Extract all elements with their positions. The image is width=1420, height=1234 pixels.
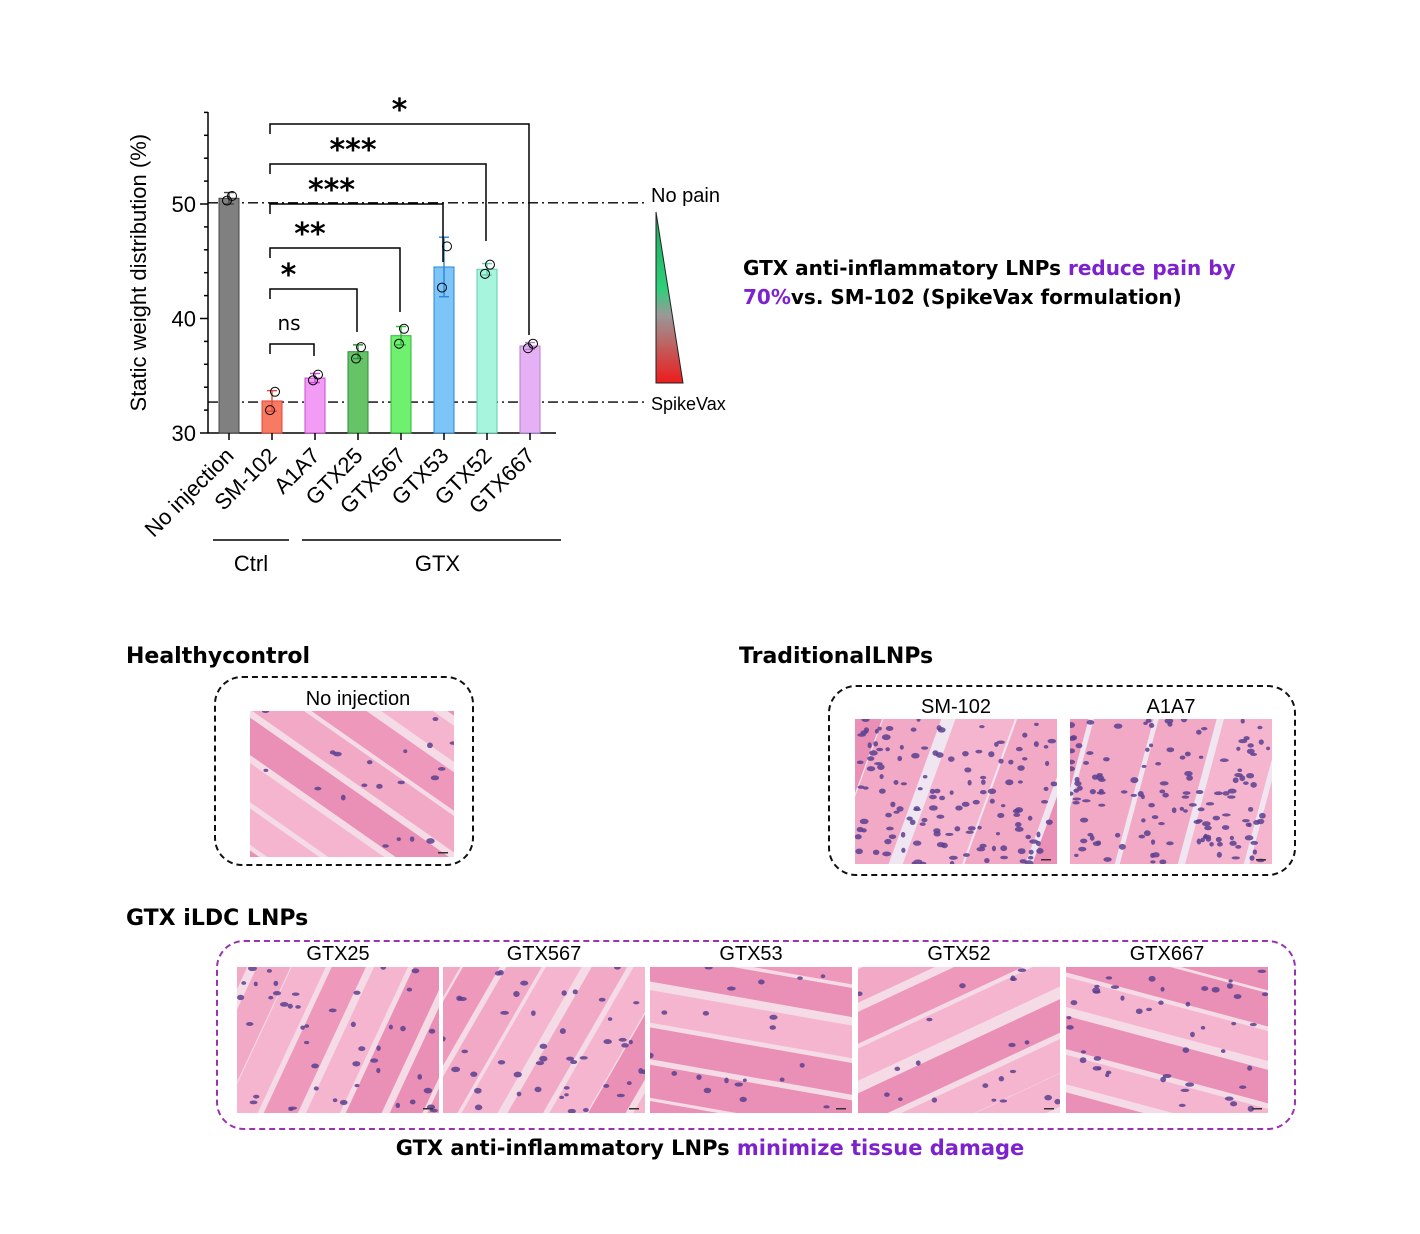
- histology-texture: [855, 719, 1057, 864]
- data-point: [437, 282, 447, 293]
- bar: [519, 345, 541, 434]
- y-axis-label: Static weight distribution (%): [126, 134, 151, 412]
- y-tick-label: 40: [172, 307, 196, 332]
- healthy-title: Healthycontrol: [126, 644, 311, 669]
- tissue-footer: GTX anti-inflammatory LNPs minimize tiss…: [0, 1136, 1420, 1160]
- histology-texture: [250, 711, 454, 857]
- y-tick-label: 30: [172, 421, 196, 446]
- histology-image-a1a7: [1070, 719, 1272, 864]
- healthy-panel: [214, 676, 474, 866]
- reference-line-label: SpikeVax: [651, 394, 726, 414]
- traditional-panel: [828, 685, 1296, 876]
- pain-gradient-triangle: [655, 211, 684, 384]
- significance-label: ns: [277, 311, 300, 335]
- data-point: [528, 338, 538, 349]
- histology-texture: [858, 967, 1060, 1113]
- histology-image-sm-102: [855, 719, 1057, 864]
- data-point: [270, 386, 280, 397]
- bar: [218, 197, 240, 434]
- gtx-title: GTX iLDC LNPs: [126, 906, 309, 931]
- headline-plain: GTX anti-inflammatory LNPs: [743, 256, 1068, 280]
- tile-label: GTX567: [506, 943, 582, 965]
- bar-chart: 30 40 50 Static weight distribution (%) No p…: [126, 93, 726, 576]
- histology-texture: [1070, 719, 1272, 864]
- headline-percent: 70%: [743, 285, 791, 309]
- traditional-title: TraditionalLNPs: [739, 644, 934, 669]
- tile-label: GTX25: [306, 943, 370, 965]
- bar: [476, 268, 498, 434]
- bar: [347, 351, 369, 434]
- y-tick-label: 50: [172, 192, 196, 217]
- gtx-panel: [216, 940, 1296, 1130]
- headline-accent: reduce pain by: [1067, 256, 1236, 280]
- data-point: [394, 338, 404, 349]
- data-point: [265, 405, 275, 416]
- histology-image-gtx53: [650, 967, 852, 1113]
- tile-label: GTX667: [1129, 943, 1205, 965]
- histology-image-gtx52: [858, 967, 1060, 1113]
- tile-label: A1A7: [1146, 696, 1196, 718]
- significance-bracket: [269, 288, 358, 332]
- group-label: GTX: [415, 551, 461, 576]
- significance-label: *: [281, 258, 297, 293]
- significance-bracket: [269, 203, 444, 262]
- histology-texture: [443, 967, 645, 1113]
- significance-bracket: [269, 247, 401, 312]
- data-point: [308, 375, 318, 386]
- histology-texture: [237, 967, 439, 1113]
- significance-bracket: [269, 123, 530, 335]
- pain-headline: GTX anti-inflammatory LNPs reduce pain b…: [743, 254, 1303, 312]
- tile-label: GTX52: [927, 943, 991, 965]
- significance-bracket: [269, 343, 315, 356]
- data-point: [313, 369, 323, 380]
- histology-image-gtx567: [443, 967, 645, 1113]
- footer-accent: minimize tissue damage: [736, 1136, 1025, 1160]
- footer-plain: GTX anti-inflammatory LNPs: [395, 1136, 737, 1160]
- data-point: [227, 190, 237, 201]
- histology-image-no-injection: [250, 711, 454, 857]
- data-point: [480, 268, 490, 279]
- data-point: [351, 353, 361, 364]
- group-label: Ctrl: [234, 551, 268, 576]
- histology-image-gtx25: [237, 967, 439, 1113]
- significance-label: ***: [308, 173, 355, 208]
- histology-texture: [650, 967, 852, 1113]
- reference-line-label: No pain: [651, 185, 720, 207]
- bar: [304, 377, 326, 434]
- tile-label: GTX53: [719, 943, 783, 965]
- significance-label: **: [294, 217, 326, 252]
- histology-image-gtx667: [1066, 967, 1268, 1113]
- significance-bracket: [269, 163, 487, 241]
- data-point: [356, 342, 366, 353]
- bar: [390, 335, 412, 434]
- histology-texture: [1066, 967, 1268, 1113]
- data-point: [399, 323, 409, 334]
- data-point: [485, 259, 495, 270]
- significance-label: ***: [329, 133, 376, 168]
- tile-label: SM-102: [920, 696, 992, 718]
- tile-label: No injection: [305, 688, 411, 710]
- headline-plain-2: vs. SM-102 (SpikeVax formulation): [790, 285, 1182, 309]
- significance-label: *: [392, 93, 408, 128]
